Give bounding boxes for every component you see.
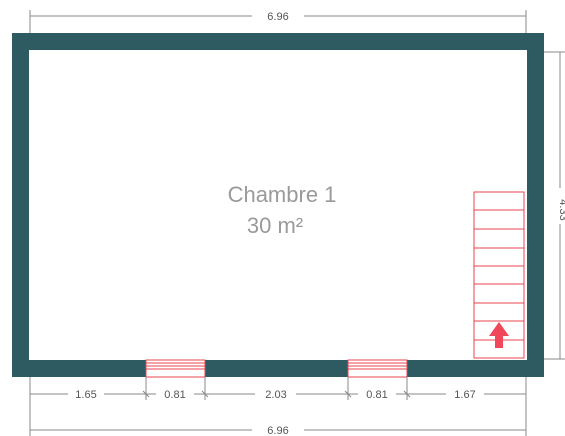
bottom-segment-dimensions: 1.65 0.81 2.03 0.81 1.67 xyxy=(29,377,527,401)
opening-left xyxy=(145,359,206,378)
segment-label-3: 2.03 xyxy=(265,389,286,401)
right-height-label: 4.33 xyxy=(557,199,565,220)
right-dimension: 4.33 xyxy=(543,51,565,360)
room-label: Chambre 1 30 m² xyxy=(228,182,337,238)
wall-bottom-right xyxy=(407,360,544,377)
bottom-width-label: 6.96 xyxy=(267,425,288,436)
segment-label-4: 0.81 xyxy=(366,389,387,401)
arrow-up-icon xyxy=(489,322,509,348)
wall-bottom-middle xyxy=(205,360,348,377)
wall-right xyxy=(527,33,544,377)
wall-left xyxy=(12,33,29,377)
room-name: Chambre 1 xyxy=(228,182,337,207)
wall-top xyxy=(12,33,544,50)
stair-steps xyxy=(474,209,524,341)
top-width-label: 6.96 xyxy=(267,11,288,23)
wall-bottom-left xyxy=(12,360,146,377)
opening-right xyxy=(347,359,408,378)
segment-label-1: 1.65 xyxy=(75,389,96,401)
bottom-dimension: 6.96 xyxy=(29,400,527,436)
segment-label-5: 1.67 xyxy=(454,389,475,401)
top-dimension: 6.96 xyxy=(29,10,527,34)
room-area: 30 m² xyxy=(247,213,303,238)
walls xyxy=(12,33,544,377)
segment-label-2: 0.81 xyxy=(164,389,185,401)
staircase xyxy=(473,191,525,359)
